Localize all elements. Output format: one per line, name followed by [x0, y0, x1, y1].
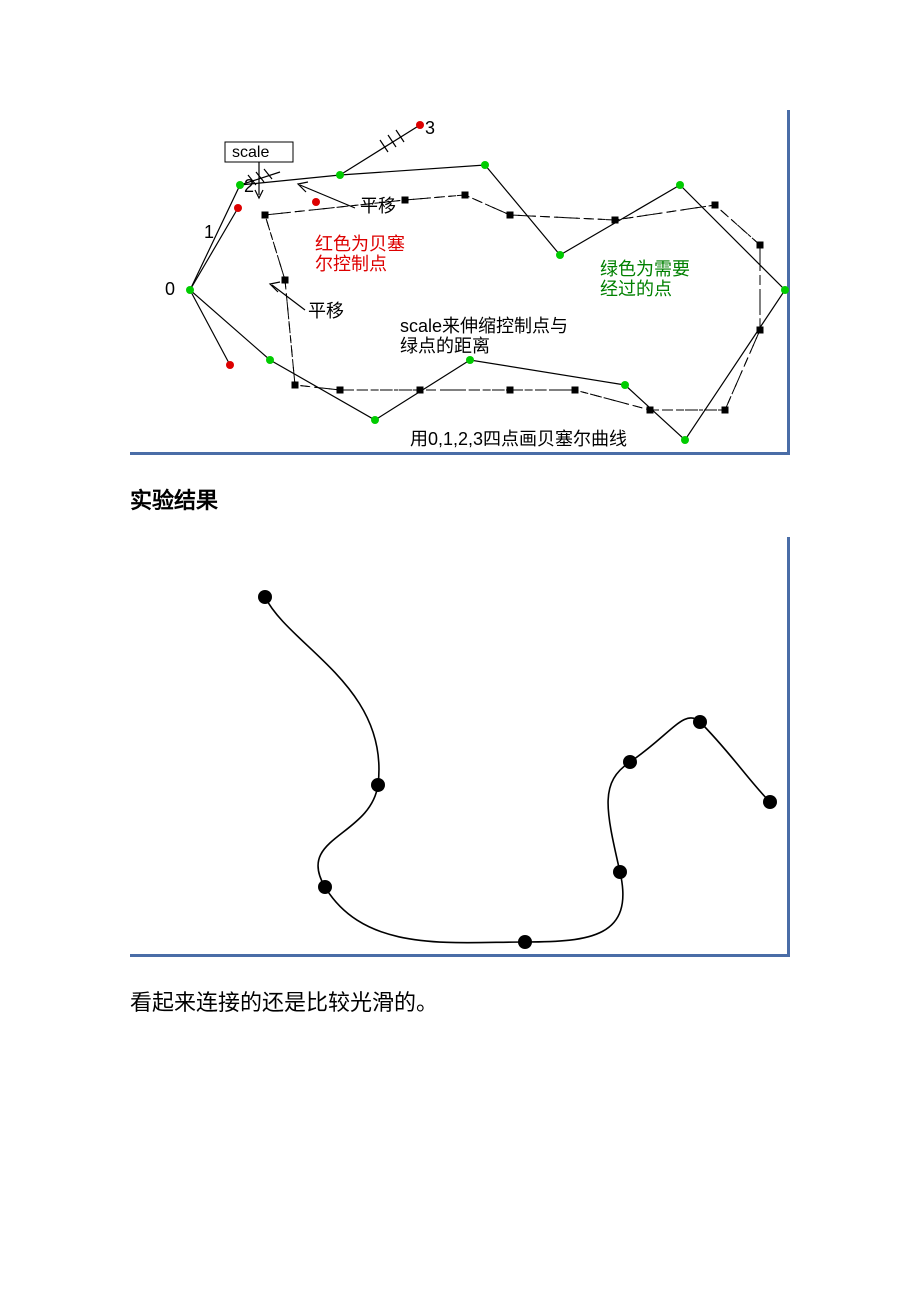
figure-2-frame: [130, 537, 790, 957]
point-label-2: 2: [244, 176, 254, 196]
point-label-0: 0: [165, 279, 175, 299]
green-note-line2: 经过的点: [600, 279, 672, 299]
scale-note-line1: scale来伸缩控制点与: [400, 316, 568, 336]
outer-polygon: [190, 165, 785, 440]
result-text: 看起来连接的还是比较光滑的。: [130, 985, 790, 1017]
red-note-line1: 红色为贝塞: [315, 234, 405, 254]
red-note-line2: 尔控制点: [315, 254, 387, 274]
figure1-caption: 用0,1,2,3四点画贝塞尔曲线: [410, 429, 627, 449]
translate-label-1: 平移: [360, 196, 396, 216]
document-page: scale 0 1 2 3: [0, 0, 920, 1302]
result-bezier-curve: [265, 597, 770, 943]
translate-label-2: 平移: [308, 301, 344, 321]
point-label-3: 3: [425, 118, 435, 138]
bezier-explanation-diagram: scale 0 1 2 3: [130, 110, 790, 455]
translate-arrow-2: [272, 285, 305, 310]
section-heading-result: 实验结果: [130, 483, 790, 515]
figure-1-frame: scale 0 1 2 3: [130, 110, 790, 455]
scale-box-label: scale: [232, 144, 269, 161]
smooth-curve-result: [130, 537, 790, 957]
point-label-1: 1: [204, 222, 214, 242]
translate-arrow-1: [300, 185, 355, 208]
green-note-line1: 绿色为需要: [600, 259, 690, 279]
result-point-markers: [258, 590, 777, 949]
scale-note-line2: 绿点的距离: [400, 336, 490, 356]
